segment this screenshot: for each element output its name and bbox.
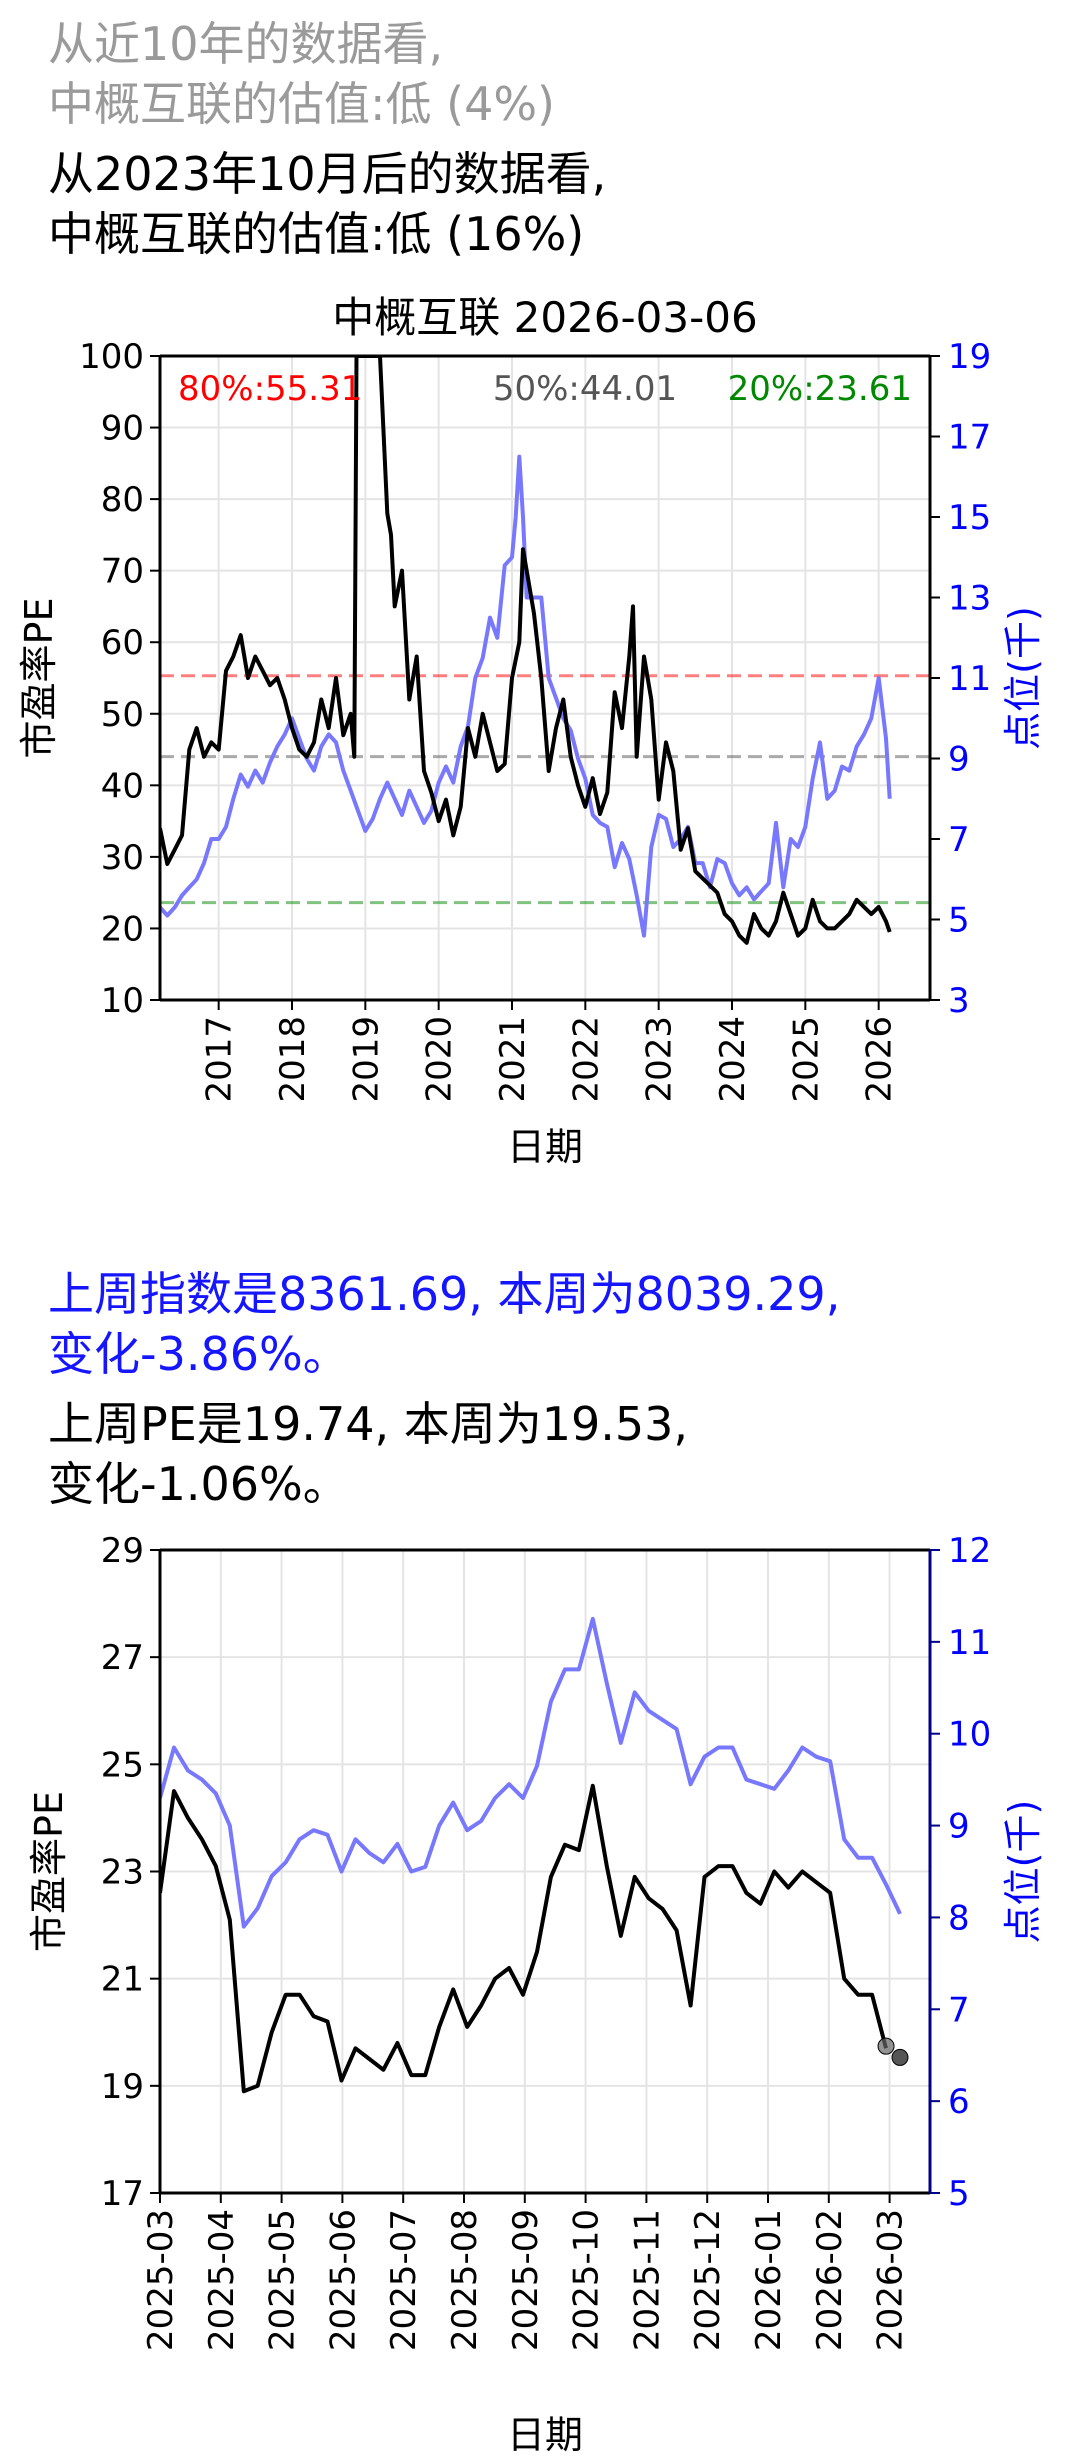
- c2-pe-line: [160, 1783, 888, 2094]
- c2-ytick-label: 17: [101, 2174, 144, 2214]
- c2-ytick-label: 27: [101, 1638, 144, 1678]
- c1-ytick-label: 50: [101, 695, 144, 735]
- c2-ytick-label: 29: [101, 1531, 144, 1571]
- c1-ytick-label: 10: [101, 981, 144, 1021]
- c2-xtick-label: 2026-03: [871, 2209, 911, 2351]
- c1-title: 中概互联 2026-03-06: [332, 293, 757, 342]
- c1-y2tick-label: 7: [948, 820, 970, 860]
- c2-y2tick-label: 10: [948, 1715, 991, 1755]
- c1-xtick-label: 2023: [640, 1016, 680, 1103]
- c2-y-axis-label: 市盈率PE: [27, 1791, 71, 1952]
- c1-ytick-label: 30: [101, 838, 144, 878]
- c1-xtick-label: 2017: [200, 1016, 240, 1103]
- c1-y2tick-label: 9: [948, 740, 970, 780]
- c1-y2tick-label: 3: [948, 981, 970, 1021]
- c1-ytick-label: 40: [101, 766, 144, 806]
- c2-ytick-label: 23: [101, 1853, 144, 1893]
- pe-change-line-1: 上周PE是19.74, 本周为19.53,: [48, 1397, 689, 1451]
- c2-xtick-label: 2025-11: [627, 2209, 667, 2351]
- c2-y2tick-label: 7: [948, 1990, 970, 2030]
- c2-xtick-label: 2025-08: [445, 2209, 485, 2351]
- c1-y2-axis-label: 点位(千): [1001, 606, 1045, 750]
- c1-xtick-label: 2025: [786, 1016, 826, 1103]
- c1-y2tick-label: 17: [948, 418, 991, 458]
- pe-change-line-2: 变化-1.06%。: [48, 1457, 349, 1511]
- c1-ytick-label: 60: [101, 623, 144, 663]
- c1-y-axis-label: 市盈率PE: [17, 598, 61, 759]
- c1-ytick-label: 70: [101, 552, 144, 592]
- header-line-3: 从2023年10月后的数据看,: [48, 147, 607, 201]
- c2-xtick-label: 2025-10: [567, 2209, 607, 2351]
- c2-xtick-label: 2025-12: [688, 2209, 728, 2351]
- c2-xtick-label: 2026-02: [810, 2209, 850, 2351]
- c1-y2tick-label: 15: [948, 498, 991, 538]
- c1-index-line: [160, 454, 892, 938]
- c2-y2tick-label: 9: [948, 1807, 970, 1847]
- c1-xtick-label: 2026: [860, 1016, 900, 1103]
- c2-xtick-label: 2025-09: [506, 2209, 546, 2351]
- c2-xtick-label: 2025-06: [323, 2209, 363, 2351]
- c2-pe-point-0: [877, 2037, 895, 2055]
- c1-y2tick-label: 13: [948, 579, 991, 619]
- c1-ytick-label: 100: [79, 337, 144, 377]
- c2-y2tick-label: 8: [948, 1898, 970, 1938]
- c2-y2tick-label: 6: [948, 2082, 970, 2122]
- c1-xtick-label: 2024: [713, 1016, 753, 1103]
- c2-y2tick-label: 12: [948, 1531, 991, 1571]
- c1-y2tick-label: 5: [948, 901, 970, 941]
- c1-y2tick-label: 19: [948, 337, 991, 377]
- c2-ytick-label: 19: [101, 2067, 144, 2107]
- header-line-2: 中概互联的估值:低 (4%): [48, 77, 555, 131]
- c1-percentile-label-0: 80%:55.31: [178, 369, 362, 409]
- c1-xtick-label: 2019: [346, 1016, 386, 1103]
- c1-y2tick-label: 11: [948, 659, 991, 699]
- c2-y2-axis-label: 点位(千): [1001, 1800, 1045, 1944]
- c1-pe-line: [160, 356, 892, 945]
- c1-ytick-label: 80: [101, 480, 144, 520]
- c2-ytick-label: 21: [101, 1960, 144, 2000]
- c1-ytick-label: 20: [101, 909, 144, 949]
- c1-xtick-label: 2020: [420, 1016, 460, 1103]
- c2-pe-point-1: [891, 2048, 909, 2066]
- index-change-line-2: 变化-3.86%。: [48, 1327, 349, 1381]
- c1-percentile-label-1: 50%:44.01: [493, 369, 677, 409]
- c2-y2tick-label: 5: [948, 2174, 970, 2214]
- c2-index-line: [160, 1616, 902, 1929]
- pe-history-chart: 10 20 30 40 50 60 70 80 90 100 3 5 7 9 11 13 15 17 19 2017 2…: [17, 293, 1045, 1169]
- c2-xtick-label: 2026-01: [749, 2209, 789, 2351]
- c1-xtick-label: 2018: [273, 1016, 313, 1103]
- c2-xtick-label: 2025-05: [263, 2209, 303, 2351]
- c1-ytick-label: 90: [101, 409, 144, 449]
- c1-xtick-label: 2021: [493, 1016, 533, 1103]
- index-change-line-1: 上周指数是8361.69, 本周为8039.29,: [48, 1267, 841, 1321]
- c2-xtick-label: 2025-04: [202, 2209, 242, 2351]
- c2-y2tick-label: 11: [948, 1623, 991, 1663]
- c1-x-axis-label: 日期: [507, 1125, 583, 1169]
- c2-ytick-label: 25: [101, 1745, 144, 1785]
- header-line-1: 从近10年的数据看,: [48, 17, 444, 71]
- c2-xtick-label: 2025-07: [384, 2209, 424, 2351]
- c2-x-axis-label: 日期: [507, 2413, 583, 2457]
- c1-percentile-label-2: 20%:23.61: [728, 369, 912, 409]
- c1-xtick-label: 2022: [566, 1016, 606, 1103]
- c2-xtick-label: 2025-03: [141, 2209, 181, 2351]
- header-line-4: 中概互联的估值:低 (16%): [48, 207, 585, 261]
